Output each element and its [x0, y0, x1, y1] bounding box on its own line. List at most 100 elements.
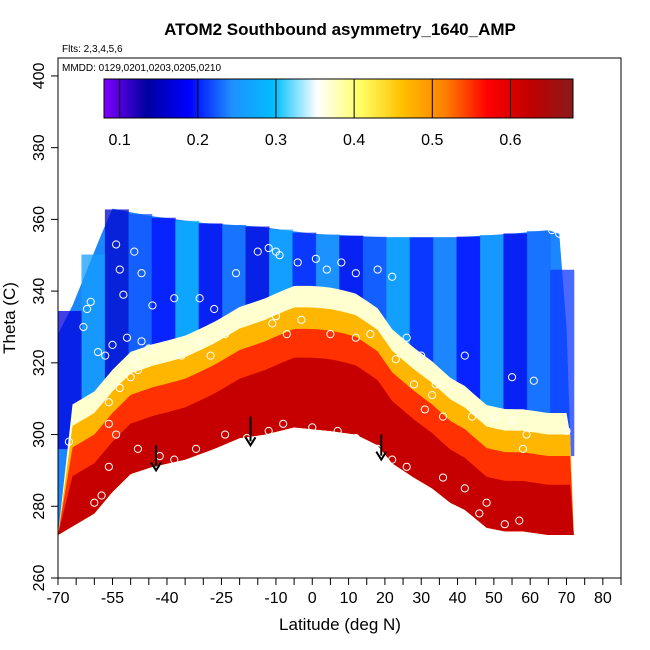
dates-subtitle: MMDD: 0129,0201,0203,0205,0210: [62, 63, 221, 74]
sample-marker: [431, 380, 440, 389]
sample-marker: [311, 254, 320, 263]
sample-marker: [391, 355, 400, 364]
sample-marker: [122, 333, 132, 342]
sample-marker: [467, 412, 477, 421]
field-streak: [480, 235, 504, 450]
sample-marker: [86, 297, 95, 306]
arrow-head: [375, 451, 388, 462]
colorbar-tick-label: 0.5: [421, 132, 443, 149]
arrow-head: [244, 436, 257, 448]
x-axis-label: Latitude (deg N): [279, 615, 401, 634]
y-tick-label: 300: [31, 421, 48, 448]
colorbar-bar: [103, 78, 574, 119]
colorbar-tick-label: 0.2: [187, 132, 209, 149]
sample-marker: [170, 455, 179, 464]
sample-marker: [144, 344, 153, 353]
sample-marker: [115, 383, 124, 393]
sample-marker: [475, 509, 484, 518]
sample-marker: [279, 419, 288, 428]
sample-marker: [97, 491, 106, 500]
sample-marker: [482, 498, 491, 507]
sample-marker: [271, 312, 281, 321]
sample-marker: [177, 351, 186, 360]
y-axis: 260 280 300 320 340 360 380 400: [31, 62, 58, 591]
x-tick-label: -25: [210, 590, 233, 607]
x-tick-label: -70: [46, 590, 69, 607]
colorbar-tick-label: 0.3: [265, 132, 287, 149]
y-tick-label: 340: [31, 278, 48, 305]
x-tick-label: 80: [594, 590, 612, 607]
sample-marker: [210, 304, 219, 314]
sample-marker: [489, 412, 498, 421]
sample-marker: [275, 251, 284, 260]
sample-marker: [64, 437, 73, 446]
sample-marker: [206, 351, 215, 360]
sample-marker: [112, 240, 121, 249]
sample-marker: [409, 380, 419, 389]
x-tick-label: -10: [264, 590, 287, 607]
x-tick-label: 70: [558, 590, 576, 607]
field-streak: [503, 233, 528, 453]
sample-marker: [322, 265, 331, 274]
sample-marker: [231, 269, 241, 278]
sample-marker: [507, 416, 517, 425]
sample-marker: [112, 430, 121, 439]
x-tick-label: 0: [308, 590, 317, 607]
colorbar: 0.1 0.2 0.3 0.4 0.5 0.6: [103, 78, 574, 149]
sample-marker: [104, 462, 113, 471]
sample-marker: [119, 290, 128, 299]
sample-marker: [507, 373, 517, 382]
x-tick-label: -55: [101, 590, 124, 607]
sample-marker: [388, 272, 397, 281]
colorbar-tick-label: 0.4: [343, 132, 365, 149]
y-axis-label: Theta (C): [0, 282, 19, 354]
sample-marker: [82, 304, 92, 314]
sample-marker: [529, 376, 538, 385]
sample-marker: [351, 333, 360, 342]
sample-marker: [351, 269, 360, 278]
sample-marker: [137, 269, 146, 278]
field-streak: [526, 231, 551, 455]
sample-marker: [460, 484, 469, 493]
colorbar-tick-label: 0.6: [499, 132, 521, 149]
sample-marker: [130, 247, 139, 256]
sample-marker: [220, 330, 230, 339]
x-tick-label: 50: [485, 590, 503, 607]
sample-marker: [137, 337, 146, 346]
sample-marker: [460, 351, 469, 360]
x-tick-label: 30: [412, 590, 430, 607]
sample-marker: [373, 265, 382, 274]
field-streak: [104, 209, 129, 409]
sample-marker: [373, 444, 382, 453]
flights-subtitle: Flts: 2,3,4,5,6: [62, 44, 123, 55]
sample-marker: [555, 229, 564, 238]
chart-title: ATOM2 Southbound asymmetry_1640_AMP: [164, 20, 516, 39]
sample-marker: [428, 391, 437, 400]
sample-marker: [133, 444, 143, 453]
sample-marker: [547, 226, 557, 235]
sample-marker: [108, 340, 117, 349]
sample-marker: [268, 319, 277, 328]
contour-bands: [58, 285, 574, 535]
sample-marker: [402, 462, 411, 471]
sample-marker: [195, 294, 204, 303]
sample-marker: [115, 265, 124, 274]
field-streak: [456, 236, 481, 434]
sample-marker: [402, 333, 411, 342]
sample-marker: [562, 426, 571, 436]
x-tick-label: 60: [521, 590, 539, 607]
contour-band: [58, 357, 574, 535]
sample-marker: [264, 426, 273, 436]
sample-marker: [438, 473, 448, 482]
tropopause-arrows: [150, 416, 388, 473]
sample-markers: [64, 226, 571, 529]
y-tick-label: 280: [31, 493, 48, 520]
sample-marker: [293, 258, 302, 267]
x-tick-label: 20: [376, 590, 394, 607]
x-tick-label: 10: [340, 590, 358, 607]
sample-marker: [522, 430, 531, 439]
y-tick-label: 380: [31, 134, 48, 161]
arrow-head: [150, 461, 162, 473]
sample-marker: [170, 294, 179, 303]
